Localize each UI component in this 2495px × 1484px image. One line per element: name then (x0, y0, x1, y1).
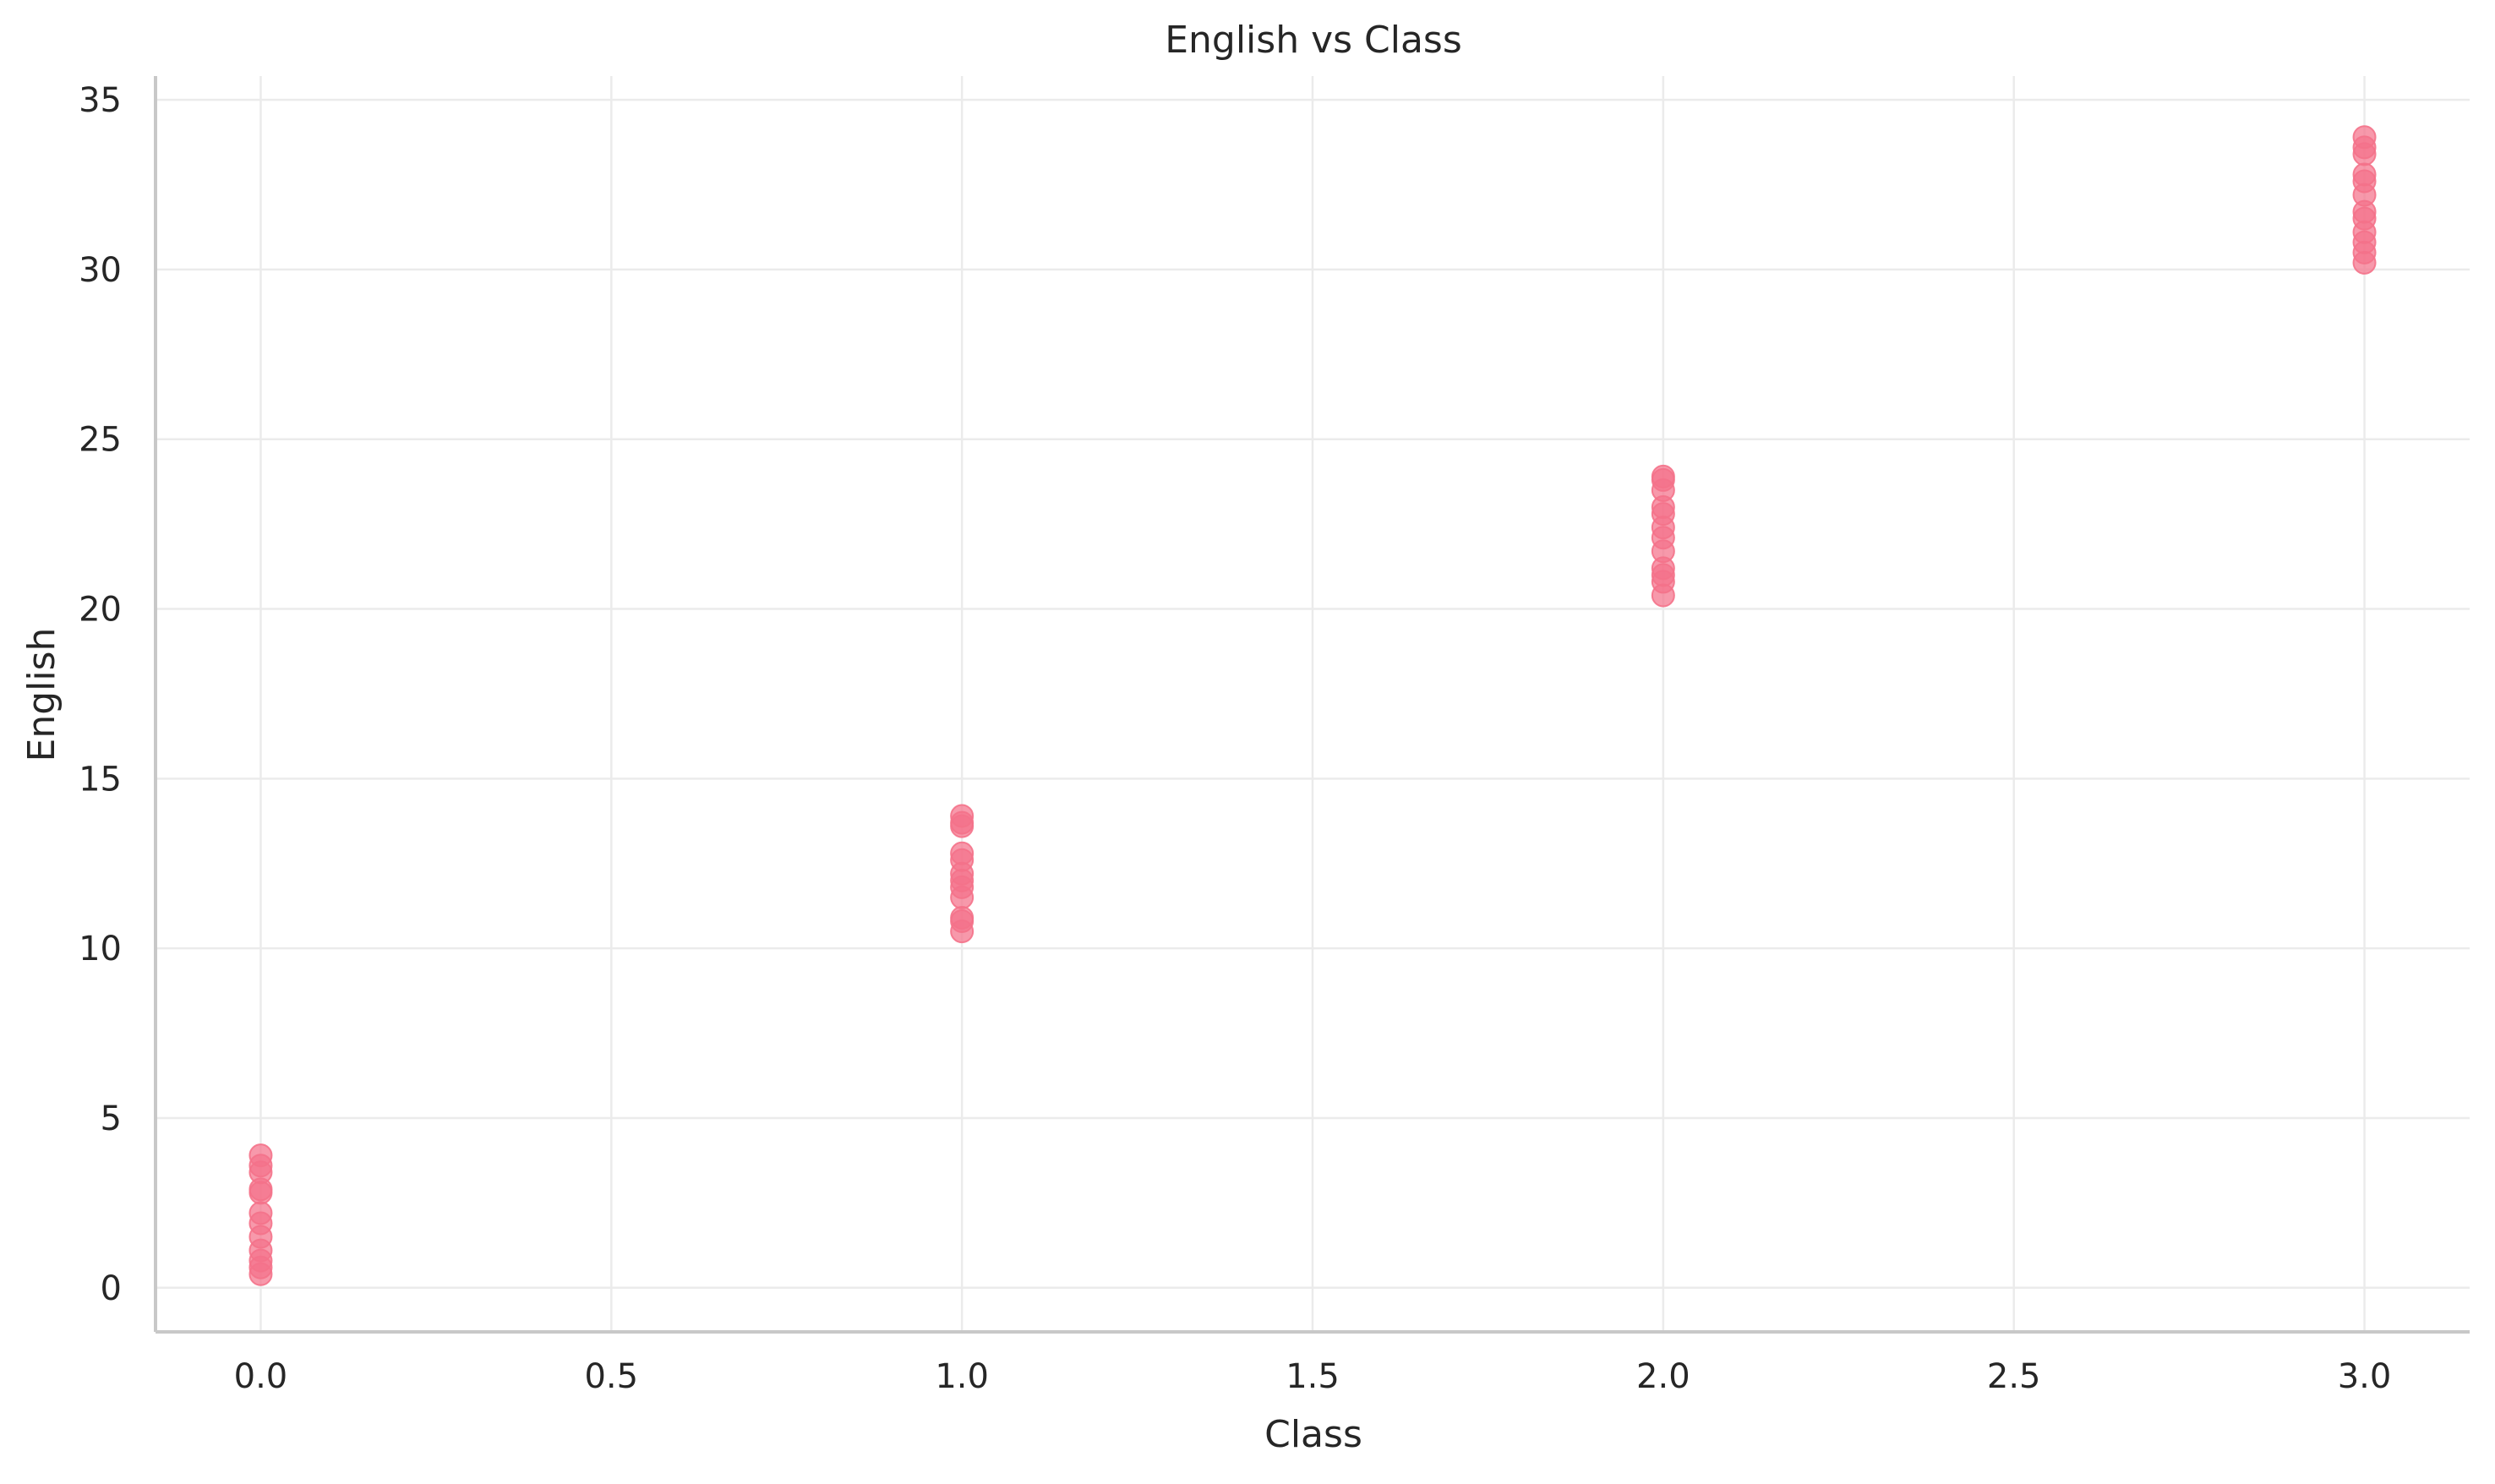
data-point-0-6 (248, 1201, 273, 1225)
data-point-0-47 (2352, 125, 2377, 150)
y-tick-label-7: 35 (79, 81, 122, 120)
x-tick-labels: 0.0 0.5 1.0 1.5 2.0 2.5 3.0 (234, 1357, 2392, 1396)
data-point-0-35 (1651, 464, 1675, 488)
data-point-0-14 (950, 906, 975, 930)
y-tick-label-4: 20 (79, 591, 122, 630)
y-tick-label-3: 15 (79, 760, 122, 799)
x-tick-label-3: 1.5 (1286, 1357, 1340, 1396)
y-tick-label-0: 0 (101, 1269, 122, 1308)
x-axis-label: Class (1264, 1413, 1362, 1456)
x-tick-label-4: 2.0 (1636, 1357, 1690, 1396)
data-points (248, 125, 2377, 1286)
x-tick-label-5: 2.5 (1987, 1357, 2041, 1396)
x-tick-label-0: 0.0 (234, 1357, 288, 1396)
data-point-0-20 (950, 841, 975, 865)
y-tick-label-2: 10 (79, 930, 122, 968)
y-tick-label-5: 25 (79, 421, 122, 460)
data-point-0-44 (2352, 162, 2377, 187)
y-tick-label-1: 5 (101, 1099, 122, 1138)
x-tick-label-6: 3.0 (2338, 1357, 2392, 1396)
grid-lines (156, 76, 2470, 1332)
chart-title: English vs Class (1165, 19, 1462, 62)
axis-spines (154, 76, 2470, 1334)
data-point-0-11 (248, 1143, 273, 1168)
y-axis-label: English (20, 628, 63, 762)
y-tick-label-6: 30 (79, 251, 122, 290)
y-tick-labels: 0 5 10 15 20 25 30 35 (79, 81, 122, 1308)
x-tick-label-1: 0.5 (584, 1357, 638, 1396)
data-point-0-23 (950, 804, 975, 828)
x-tick-label-2: 1.0 (935, 1357, 989, 1396)
